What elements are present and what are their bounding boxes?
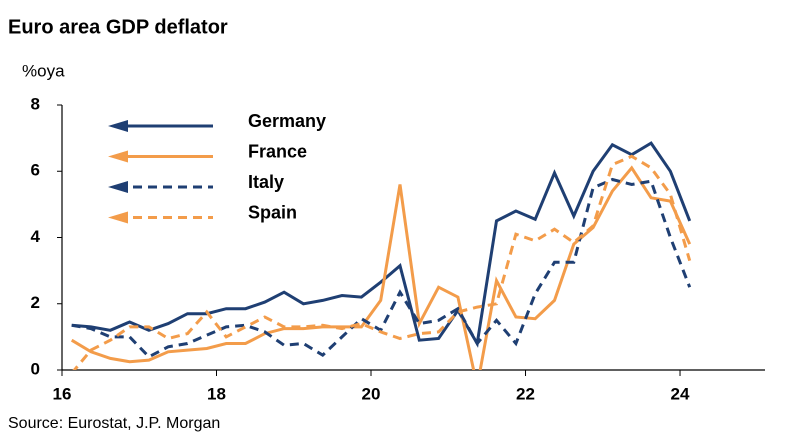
subtitle: %oya xyxy=(22,61,65,80)
legend-arrow xyxy=(108,120,128,132)
source: Source: Eurostat, J.P. Morgan xyxy=(8,415,220,432)
legend-arrow xyxy=(108,150,128,163)
legend-label: France xyxy=(248,141,307,161)
y-tick-label: 0 xyxy=(31,359,40,378)
plot-area xyxy=(70,141,692,370)
y-tick-label: 8 xyxy=(31,94,40,113)
x-tick-label: 16 xyxy=(53,384,72,403)
x-tick-label: 24 xyxy=(671,384,690,403)
x-tick-label: 18 xyxy=(207,384,226,403)
series-line xyxy=(71,177,692,359)
chart-title: Euro area GDP deflator xyxy=(8,16,228,38)
y-tick-label: 4 xyxy=(31,227,41,246)
legend-label: Spain xyxy=(248,202,297,222)
x-tick-label: 22 xyxy=(516,384,535,403)
y-tick-label: 2 xyxy=(31,293,40,312)
y-tick-label: 6 xyxy=(31,161,40,180)
x-tick-label: 20 xyxy=(362,384,381,403)
legend-arrow xyxy=(108,181,128,193)
series-line xyxy=(72,154,692,370)
series-line xyxy=(70,165,692,370)
series-line xyxy=(71,141,692,348)
legend-label: Germany xyxy=(248,111,326,131)
legend-arrow xyxy=(108,211,128,224)
legend-label: Italy xyxy=(248,172,284,192)
